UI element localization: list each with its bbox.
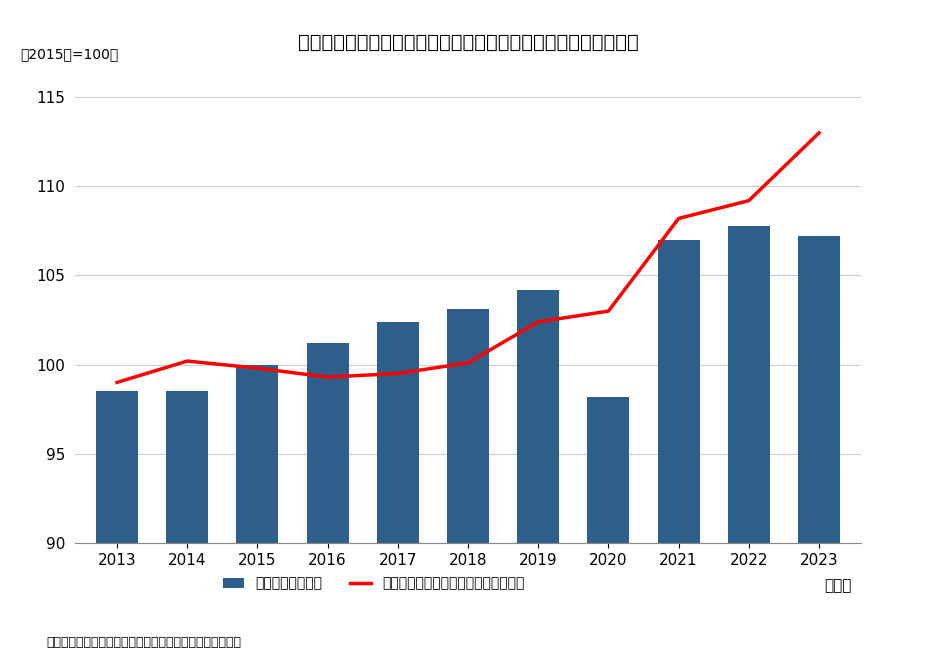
Bar bbox=[236, 365, 279, 662]
受講生一人あたりの学習塾売上高指数 bbox=[462, 359, 474, 367]
Text: 学習塾売上高指数、受講生一人あたりの学習塾売上高指数の推移: 学習塾売上高指数、受講生一人あたりの学習塾売上高指数の推移 bbox=[298, 33, 638, 52]
Bar bbox=[376, 322, 419, 662]
受講生一人あたりの学習塾売上高指数 bbox=[743, 197, 754, 205]
Bar bbox=[588, 397, 630, 662]
受講生一人あたりの学習塾売上高指数 bbox=[111, 379, 123, 387]
Bar bbox=[307, 343, 349, 662]
Bar bbox=[167, 391, 208, 662]
Bar bbox=[658, 240, 700, 662]
受講生一人あたりの学習塾売上高指数 bbox=[322, 373, 333, 381]
Bar bbox=[96, 391, 139, 662]
Bar bbox=[797, 236, 841, 662]
Line: 受講生一人あたりの学習塾売上高指数: 受講生一人あたりの学習塾売上高指数 bbox=[117, 133, 819, 383]
Bar bbox=[447, 309, 489, 662]
受講生一人あたりの学習塾売上高指数 bbox=[603, 307, 614, 315]
受講生一人あたりの学習塾売上高指数 bbox=[182, 357, 193, 365]
受講生一人あたりの学習塾売上高指数 bbox=[813, 129, 825, 137]
受講生一人あたりの学習塾売上高指数 bbox=[392, 369, 403, 377]
受講生一人あたりの学習塾売上高指数 bbox=[673, 214, 684, 222]
Legend: 学習塾売上高指数, 受講生一人あたりの学習塾売上高指数: 学習塾売上高指数, 受講生一人あたりの学習塾売上高指数 bbox=[217, 571, 530, 596]
Text: （資料）「特定サービス産業動態統計」　（経済産業省）: （資料）「特定サービス産業動態統計」 （経済産業省） bbox=[47, 636, 241, 649]
Bar bbox=[518, 290, 560, 662]
受講生一人あたりの学習塾売上高指数 bbox=[533, 318, 544, 326]
Text: （年）: （年） bbox=[825, 579, 852, 593]
Text: （2015年=100）: （2015年=100） bbox=[20, 47, 118, 61]
Bar bbox=[728, 226, 770, 662]
受講生一人あたりの学習塾売上高指数 bbox=[252, 364, 263, 372]
